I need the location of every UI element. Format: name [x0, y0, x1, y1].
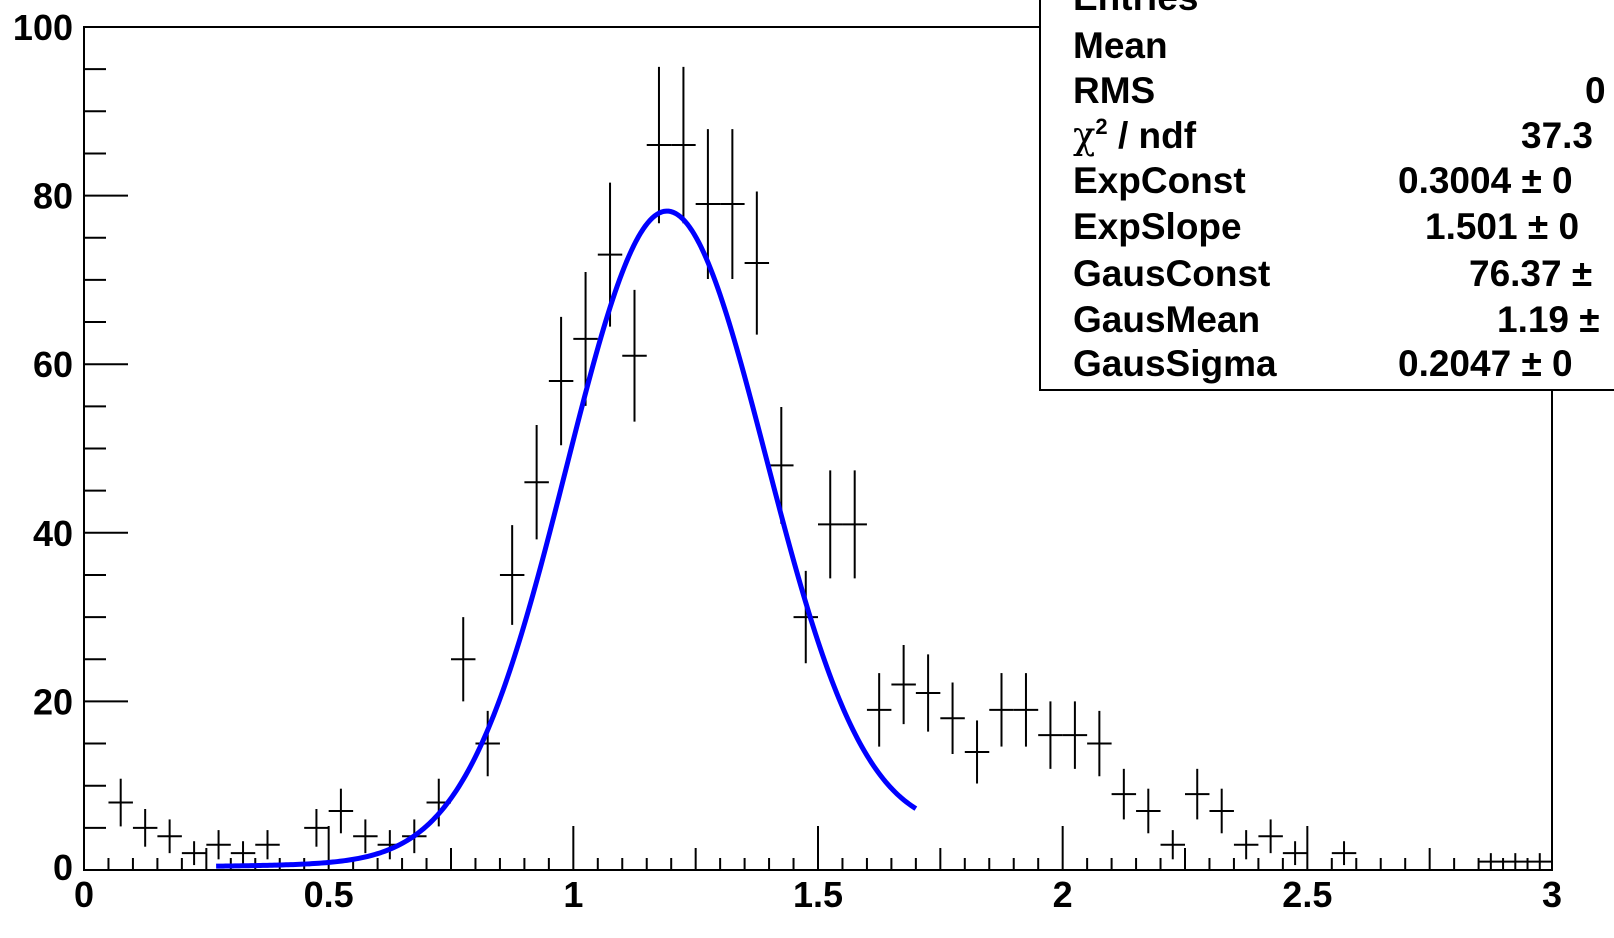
chi-symbol: χ [1073, 114, 1096, 157]
data-points [108, 66, 1552, 870]
stats-label-gausmean: GausMean [1073, 299, 1261, 340]
data-point [1331, 841, 1357, 866]
stats-label-expconst: ExpConst [1073, 160, 1246, 201]
data-point [1062, 701, 1088, 769]
stats-label-entries: Entries [1073, 0, 1198, 20]
data-point [842, 470, 867, 579]
stats-value-expconst: 0.3004 ± 0 [1398, 160, 1573, 201]
data-point [451, 617, 476, 702]
stats-label-gaussigma: GausSigma [1073, 343, 1277, 384]
data-point [1038, 701, 1063, 769]
y-tick-label: 20 [33, 681, 73, 722]
x-tick-label: 2 [1053, 874, 1073, 915]
data-point [720, 129, 745, 279]
data-point [353, 819, 378, 854]
stats-row-expconst: ExpConst 0.3004 ± 0 [1073, 159, 1614, 203]
data-point [548, 316, 574, 446]
data-point [695, 129, 721, 279]
data-point [108, 778, 133, 827]
data-point [255, 830, 280, 860]
data-point [328, 788, 354, 834]
data-point [646, 66, 672, 224]
data-point [940, 682, 965, 755]
data-point [1478, 853, 1504, 870]
x-tick-label: 2.5 [1282, 874, 1332, 915]
data-point [769, 406, 794, 524]
data-point [671, 66, 696, 224]
stats-row-gaussigma: GausSigma 0.2047 ± 0 [1073, 342, 1614, 386]
y-tick-label: 60 [33, 344, 73, 385]
data-point [793, 570, 818, 664]
stats-label-chi2: χ2 / ndf [1073, 114, 1196, 158]
data-point [1013, 673, 1039, 747]
stats-label-mean: Mean [1073, 25, 1168, 66]
stats-row-expslope: ExpSlope 1.501 ± 0 [1073, 205, 1614, 249]
x-tick-label: 1 [563, 874, 583, 915]
data-point [818, 470, 843, 579]
y-tick-label: 40 [33, 513, 73, 554]
y-tick-label: 100 [13, 7, 73, 48]
data-point [499, 525, 525, 625]
stats-value-chi2: 37.3 [1521, 115, 1594, 156]
data-point [1258, 819, 1283, 854]
data-point [181, 841, 207, 866]
data-point [1503, 853, 1528, 870]
data-point [1527, 853, 1552, 870]
x-tick-label: 1.5 [793, 874, 843, 915]
stats-value-gausconst: 76.37 ± [1469, 253, 1593, 294]
data-point [1185, 768, 1210, 820]
data-point [964, 720, 990, 784]
stats-row-mean: Mean [1073, 24, 1614, 68]
data-point [891, 644, 916, 725]
stats-value-gaussigma: 0.2047 ± 0 [1398, 343, 1573, 384]
data-point [304, 808, 329, 847]
data-point [1087, 710, 1112, 777]
data-point [866, 673, 892, 747]
fit-curve-group [216, 208, 918, 869]
stats-row-rms: RMS 0 [1073, 69, 1614, 113]
x-tick-label: 0.5 [304, 874, 354, 915]
stats-value-expslope: 1.501 ± 0 [1425, 206, 1580, 247]
y-tick-label: 80 [33, 176, 73, 217]
stats-label-gausconst: GausConst [1073, 253, 1271, 294]
stats-box: Entries Mean RMS 0 χ2 / ndf 37.3 ExpCons… [1039, 0, 1614, 391]
data-point [157, 819, 182, 854]
stats-row-entries: Entries [1073, 0, 1614, 20]
data-point [1233, 830, 1259, 860]
fit-curve [216, 208, 918, 869]
data-point [132, 808, 158, 847]
data-point [1136, 788, 1161, 834]
data-point [915, 654, 941, 732]
x-tick-label: 3 [1542, 874, 1562, 915]
data-point [622, 289, 647, 422]
data-point [989, 673, 1014, 747]
x-tick-label: 0 [74, 874, 94, 915]
stats-row-chi2: χ2 / ndf 37.3 [1073, 114, 1614, 158]
data-point [1111, 768, 1137, 820]
data-point [524, 425, 549, 540]
axes: 0 0.5 1 1.5 2 2.5 3 0 20 40 60 80 100 [13, 7, 1562, 915]
stats-label-rms: RMS [1073, 70, 1156, 111]
data-point [1209, 788, 1234, 834]
stats-value-rms: 0 [1585, 70, 1606, 111]
data-point [1160, 830, 1185, 860]
data-point [206, 830, 231, 860]
stats-row-gausconst: GausConst 76.37 ± [1073, 252, 1614, 296]
data-point [230, 841, 256, 866]
data-point [744, 191, 770, 335]
chi-rest: / ndf [1107, 115, 1197, 156]
stats-value-gausmean: 1.19 ± [1497, 299, 1600, 340]
stats-row-gausmean: GausMean 1.19 ± [1073, 298, 1614, 342]
chi-superscript: 2 [1095, 114, 1108, 139]
y-tick-label: 0 [53, 847, 73, 888]
stats-label-expslope: ExpSlope [1073, 206, 1242, 247]
data-point [1282, 841, 1308, 866]
